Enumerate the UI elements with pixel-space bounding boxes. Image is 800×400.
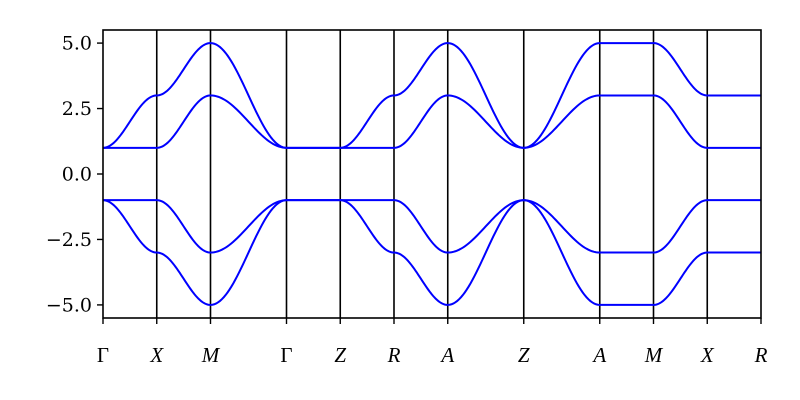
band-lines bbox=[102, 42, 761, 306]
y-tick-label: 0.0 bbox=[62, 164, 92, 186]
kpoint-label: Z bbox=[334, 343, 346, 367]
kpoint-label: R bbox=[387, 343, 401, 367]
kpoint-label: A bbox=[591, 343, 606, 367]
y-tick-label: 2.5 bbox=[62, 98, 92, 120]
kpoint-label: Γ bbox=[280, 343, 292, 367]
kpoint-label: A bbox=[439, 343, 454, 367]
kpoint-label: X bbox=[700, 343, 715, 367]
band-line-1 bbox=[102, 42, 761, 149]
band-line-2 bbox=[103, 94, 761, 149]
y-tick-label: −2.5 bbox=[46, 229, 92, 251]
band-line-3 bbox=[103, 199, 761, 254]
y-axis: 5.0 2.5 0.0 −2.5 −5.0 bbox=[46, 33, 103, 316]
kpoint-label: Γ bbox=[97, 343, 109, 367]
kpoint-label: R bbox=[754, 343, 768, 367]
kpoint-label: M bbox=[201, 343, 221, 367]
kpoint-label: Z bbox=[518, 343, 530, 367]
kpoint-label: X bbox=[149, 343, 164, 367]
band-line-4 bbox=[102, 199, 761, 306]
y-tick-label: −5.0 bbox=[46, 294, 92, 316]
y-tick-label: 5.0 bbox=[62, 33, 92, 55]
kpoint-label: M bbox=[644, 343, 664, 367]
high-symmetry-lines bbox=[155, 30, 709, 318]
plot-frame bbox=[102, 29, 762, 319]
